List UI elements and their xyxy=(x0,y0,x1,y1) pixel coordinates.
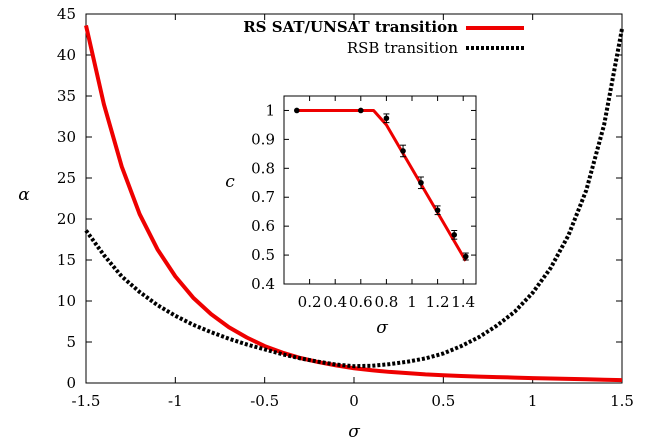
inset-data-point xyxy=(294,107,300,114)
inset-data-point xyxy=(451,232,458,238)
inset-x-tick-label: 0.8 xyxy=(374,293,398,311)
inset-y-tick-label: 0.9 xyxy=(251,130,275,148)
inset-x-tick-label: 1 xyxy=(407,293,417,311)
main-y-tick-label: 20 xyxy=(57,210,76,228)
main-x-tick-label: 0 xyxy=(349,392,359,410)
inset-data-point xyxy=(462,253,469,260)
inset-y-axis-title: c xyxy=(225,172,235,192)
inset-y-tick-label: 0.5 xyxy=(251,246,275,264)
inset-lines xyxy=(294,107,469,262)
main-ticks: -1.5 -1 -0.5 0 0.5 1 1.5 0 5 10 15 20 25 30 35 40 45 xyxy=(57,5,634,410)
inset-data-point xyxy=(400,148,406,154)
inset-data-point xyxy=(383,115,390,122)
legend-label-rs: RS SAT/UNSAT transition xyxy=(243,18,458,36)
inset-y-tick-label: 0.6 xyxy=(251,217,275,235)
main-lines xyxy=(84,25,624,383)
inset-y-tick-label: 0.8 xyxy=(251,159,275,177)
main-x-tick-label: -1.5 xyxy=(72,392,101,410)
inset-data-point xyxy=(434,207,441,214)
inset-x-tick-label: 0.2 xyxy=(298,293,322,311)
inset-data-point xyxy=(418,179,424,186)
main-y-tick-label: 10 xyxy=(57,292,76,310)
main-y-tick-label: 5 xyxy=(66,333,76,351)
main-y-tick-label: 25 xyxy=(57,169,76,187)
main-x-tick-label: 1 xyxy=(528,392,538,410)
rsb-transition-line xyxy=(84,28,624,369)
main-y-tick-label: 30 xyxy=(57,128,76,146)
main-x-axis-title: σ xyxy=(348,422,360,442)
inset-x-tick-label: 1.4 xyxy=(451,293,475,311)
inset-frame xyxy=(283,95,477,285)
legend-label-rsb: RSB transition xyxy=(347,39,459,57)
inset-x-tick-label: 0.6 xyxy=(349,293,373,311)
inset-x-axis-title: σ xyxy=(376,318,388,338)
legend: RS SAT/UNSAT transition RSB transition xyxy=(243,18,524,57)
inset-y-tick-label: 1 xyxy=(265,101,275,119)
inset-y-tick-label: 0.7 xyxy=(251,188,275,206)
main-y-tick-label: 40 xyxy=(57,46,76,64)
main-y-tick-label: 15 xyxy=(57,251,76,269)
main-y-axis-title: α xyxy=(18,185,30,205)
inset-x-tick-label: 0.4 xyxy=(323,293,347,311)
inset-background xyxy=(284,96,476,284)
inset-data-point xyxy=(358,107,364,114)
rs-sat-unsat-line xyxy=(84,25,623,383)
inset-chart: 0.2 0.4 0.6 0.8 1 1.2 1.40.40.50.60.70.80.91 σ… xyxy=(225,95,477,338)
main-y-tick-label: 35 xyxy=(57,87,76,105)
main-x-tick-label: 0.5 xyxy=(431,392,455,410)
main-y-tick-label: 0 xyxy=(66,374,76,392)
inset-fit-line xyxy=(296,108,468,262)
inset-ticks: 0.2 0.4 0.6 0.8 1 1.2 1.40.40.50.60.70.80.91 xyxy=(251,96,476,311)
inset-y-tick-label: 0.4 xyxy=(251,275,275,293)
main-x-tick-label: -1 xyxy=(168,392,183,410)
main-x-tick-label: 1.5 xyxy=(610,392,634,410)
inset-x-tick-label: 1.2 xyxy=(426,293,450,311)
main-y-tick-label: 45 xyxy=(57,5,76,23)
main-x-tick-label: -0.5 xyxy=(250,392,279,410)
